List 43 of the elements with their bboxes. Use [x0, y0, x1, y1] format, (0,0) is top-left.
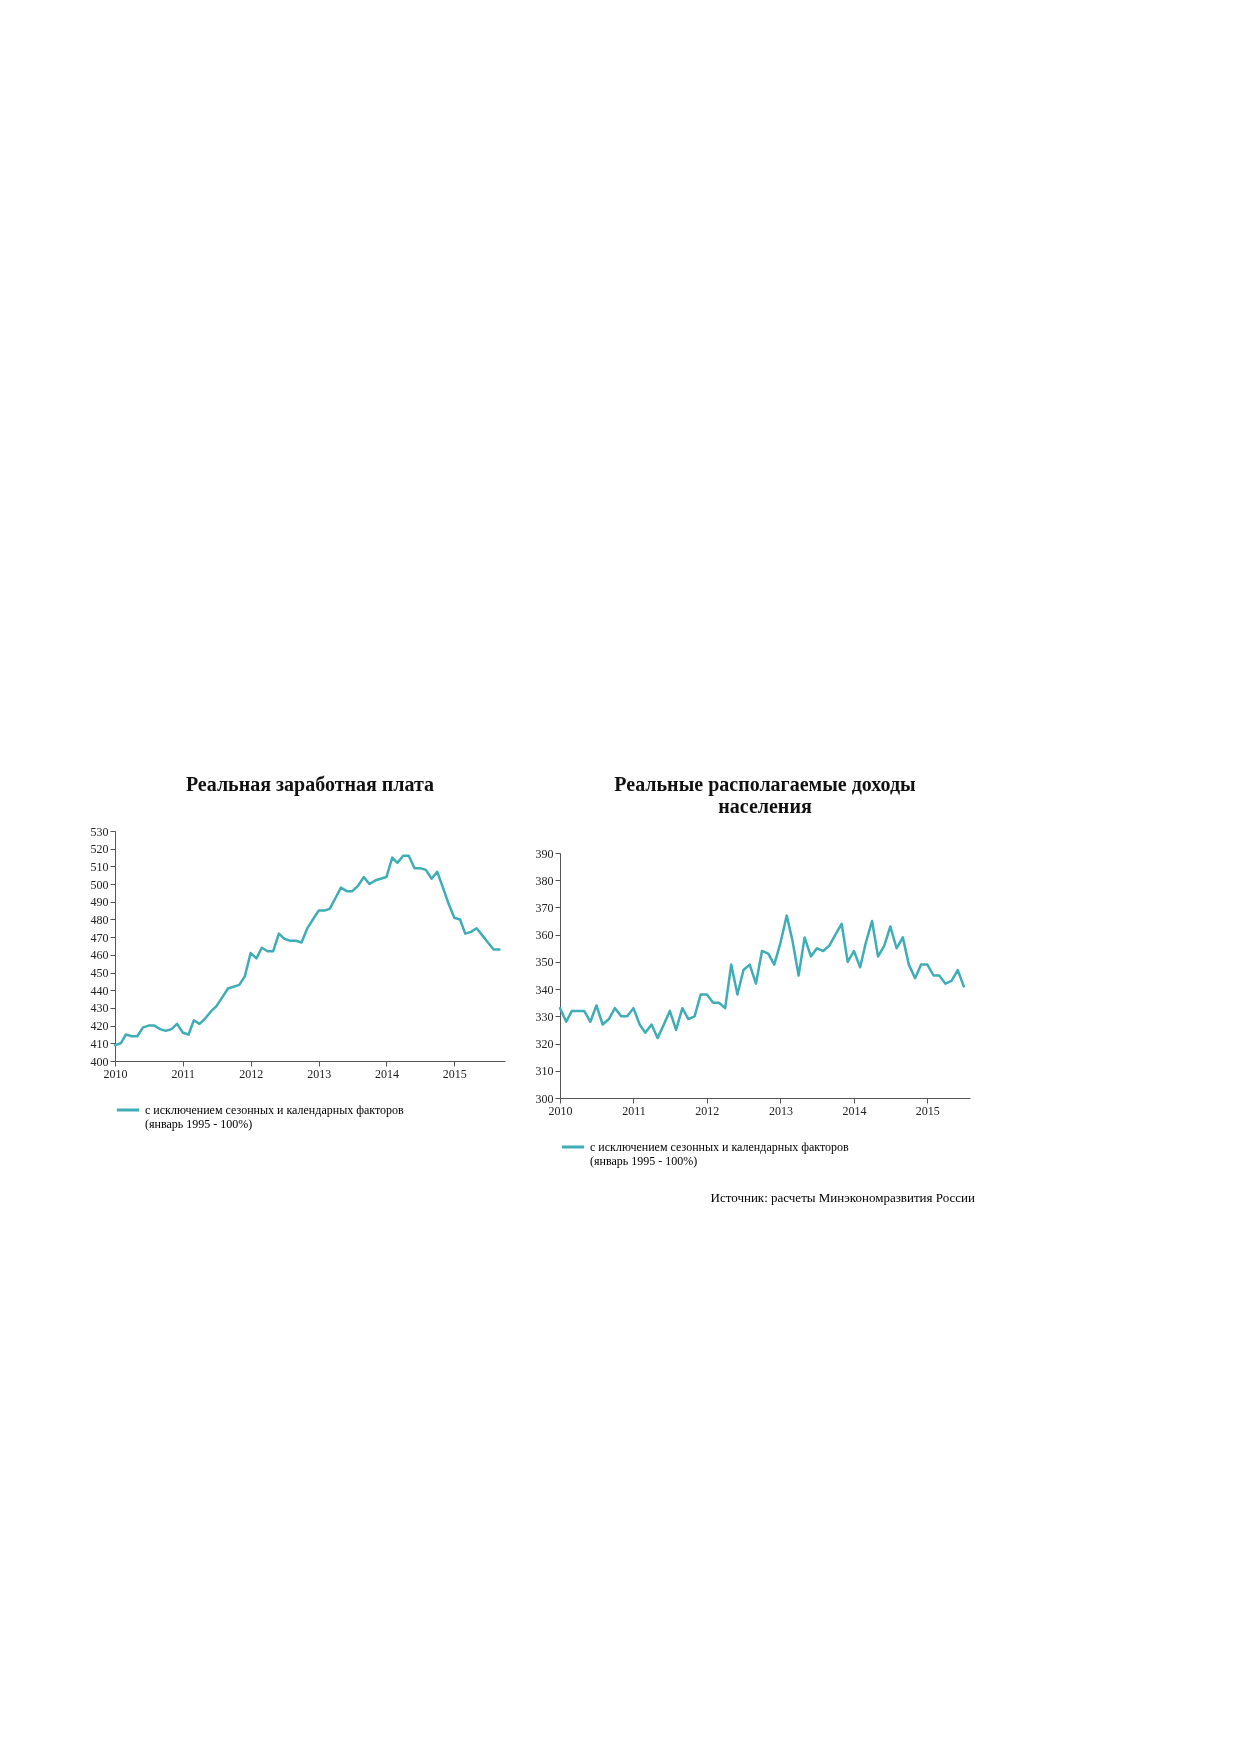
y-tick-label: 450 [90, 966, 109, 981]
x-tick-label: 2013 [307, 1066, 332, 1081]
y-tick-label: 300 [535, 1091, 554, 1106]
line-series [558, 914, 966, 1040]
y-tick-label: 500 [90, 877, 109, 892]
x-tick-label: 2012 [695, 1103, 720, 1118]
y-tick-label: 320 [535, 1037, 554, 1052]
x-tick-label: 2010 [103, 1066, 128, 1081]
chart-title: Реальная заработная плата [185, 773, 435, 796]
x-tick-label: 2011 [622, 1103, 646, 1118]
x-tick-label: 2012 [239, 1066, 264, 1081]
y-tick-label: 530 [90, 824, 109, 839]
x-tick-label: 2011 [171, 1066, 196, 1081]
y-tick-label: 360 [535, 928, 554, 943]
y-tick-label: 370 [535, 900, 554, 915]
y-tick-label: 310 [535, 1064, 554, 1079]
y-tick-label: 480 [90, 912, 109, 927]
line-series [113, 854, 501, 1047]
y-tick-label: 350 [535, 955, 554, 970]
x-tick-label: 2014 [842, 1103, 867, 1118]
legend-label: с исключением сезонных и календарных факторов (январь 1995 - 100%) [145, 1103, 405, 1131]
legend-label: с исключением сезонных и календарных факторов (январь 1995 - 100%) [590, 1140, 850, 1168]
chart-title: Реальные располагаемые доходы населения [614, 773, 917, 817]
text: Источник: расчеты Минэкономразвития России [709, 1190, 975, 1206]
y-tick-label: 420 [90, 1019, 109, 1034]
x-tick-label: 2010 [548, 1103, 573, 1118]
y-tick-label: 510 [90, 859, 109, 874]
y-tick-label: 520 [90, 842, 109, 857]
y-tick-label: 440 [90, 983, 109, 998]
x-tick-label: 2015 [915, 1103, 940, 1118]
y-tick-label: 490 [90, 895, 109, 910]
y-tick-label: 340 [535, 982, 554, 997]
x-tick-label: 2015 [442, 1066, 467, 1081]
x-tick-label: 2014 [374, 1066, 399, 1081]
x-tick-label: 2013 [768, 1103, 793, 1118]
y-tick-label: 470 [90, 930, 109, 945]
y-tick-label: 430 [90, 1001, 109, 1016]
y-tick-label: 410 [90, 1036, 109, 1051]
y-tick-label: 400 [90, 1054, 109, 1069]
y-tick-label: 390 [535, 846, 554, 861]
y-tick-label: 330 [535, 1009, 554, 1024]
y-tick-label: 460 [90, 948, 109, 963]
y-tick-label: 380 [535, 873, 554, 888]
